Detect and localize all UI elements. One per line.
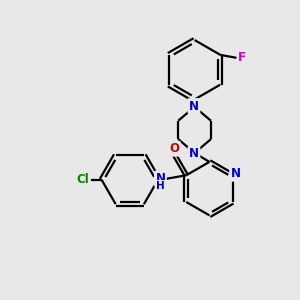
Text: Cl: Cl [77,173,89,186]
Text: O: O [169,142,179,155]
Text: N: N [231,167,241,180]
Text: N: N [155,172,165,185]
Text: F: F [238,51,246,64]
Text: H: H [156,181,165,191]
Text: N: N [189,100,199,112]
Text: N: N [189,147,199,161]
